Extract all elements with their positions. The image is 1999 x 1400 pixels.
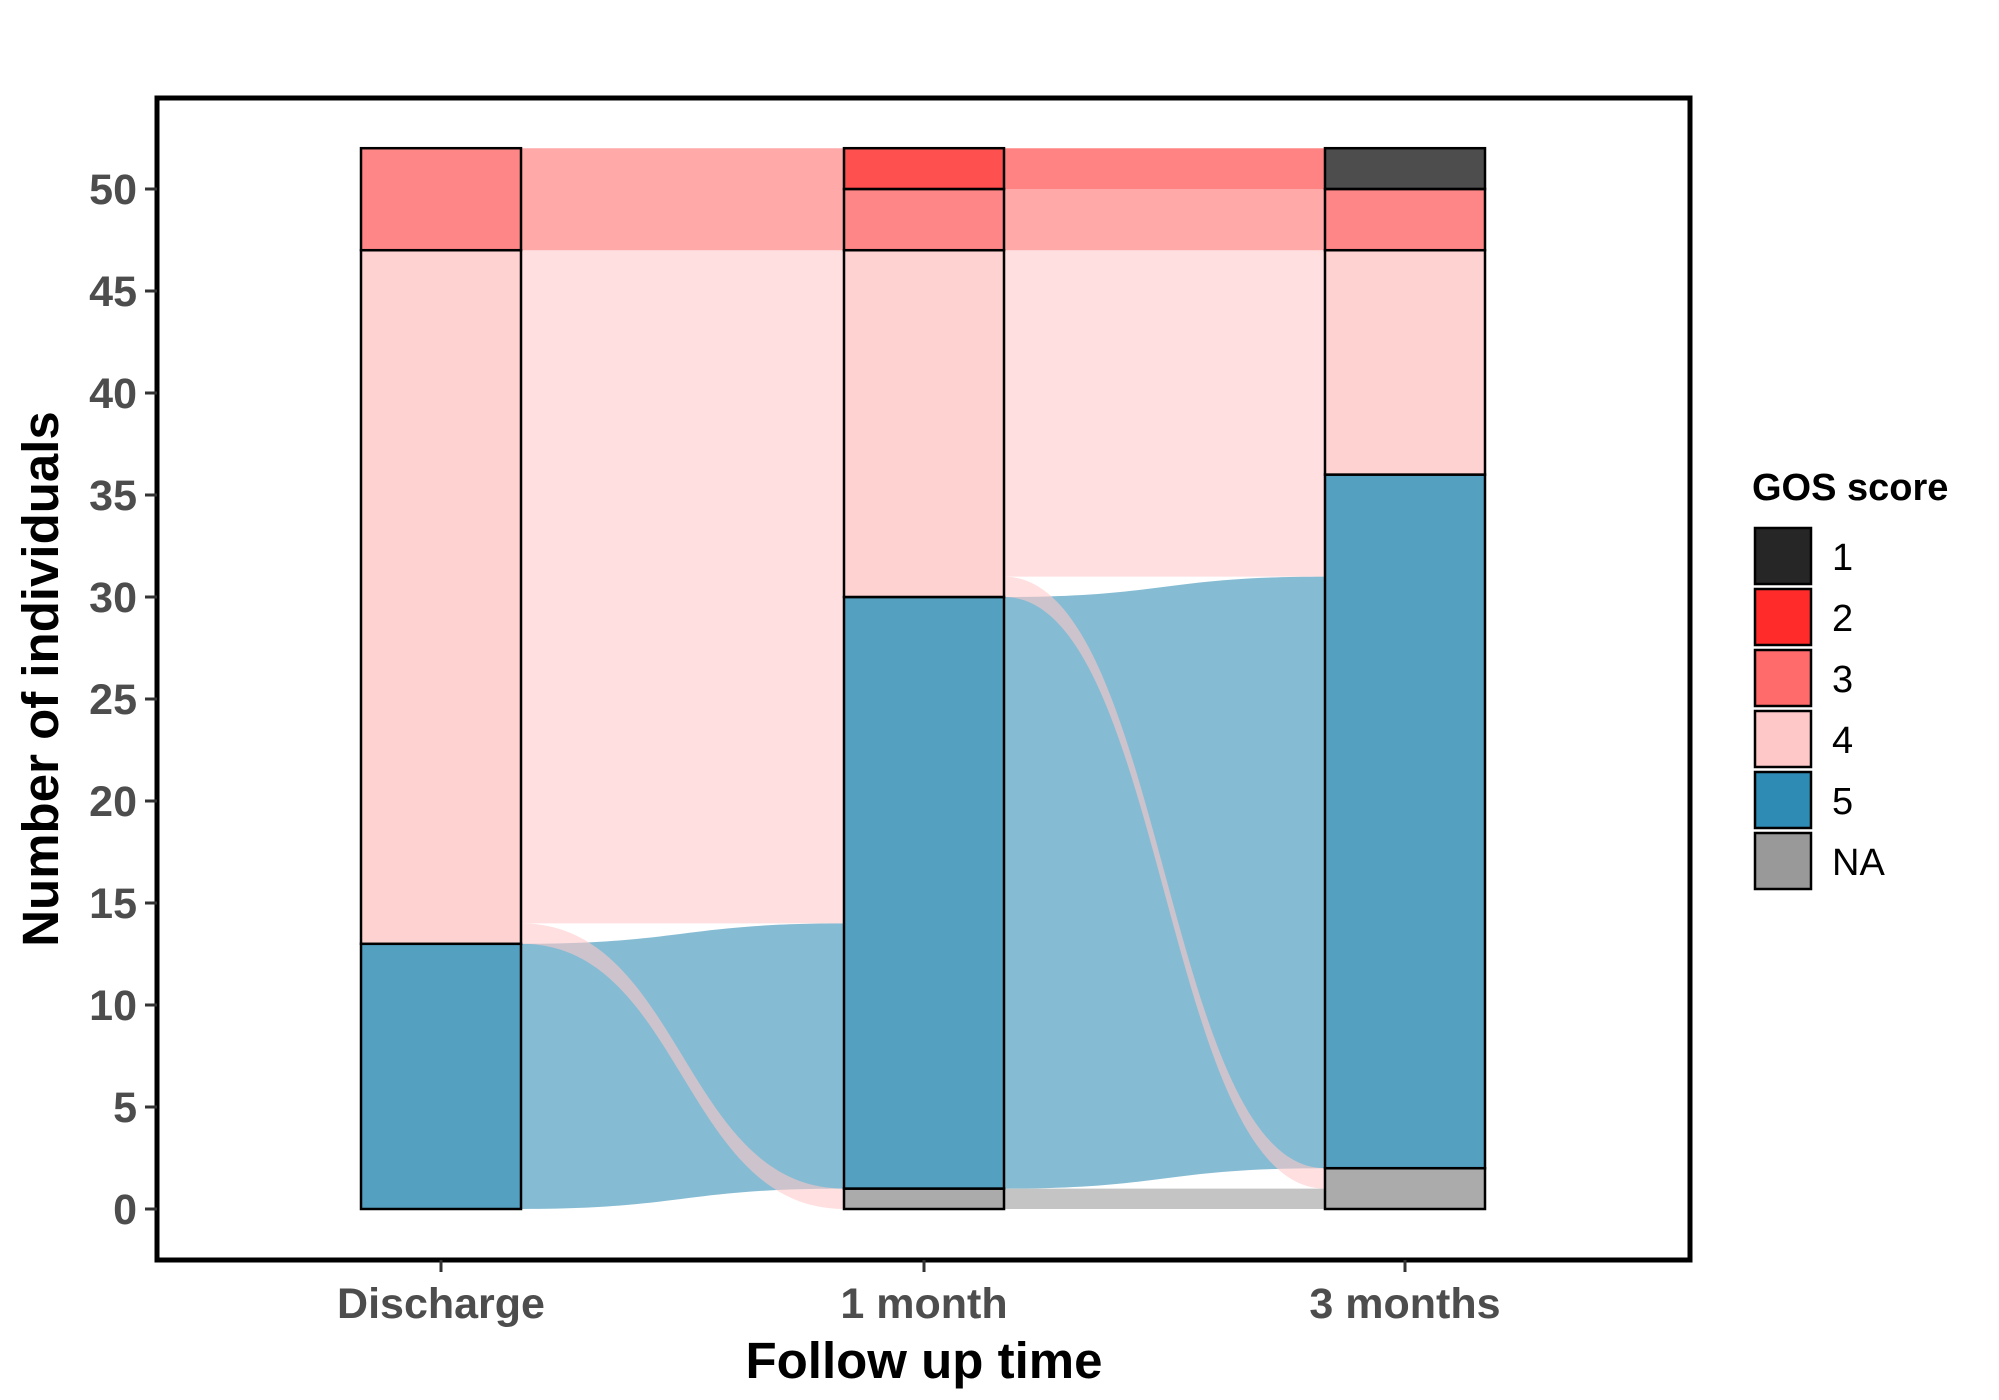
stratum-4 [1323,248,1487,476]
y-tick-label: 50 [89,166,137,214]
legend-label-NA: NA [1832,842,1885,884]
x-axis: Discharge 1 month 3 months [337,1260,1501,1328]
y-tick-label: 0 [113,1186,137,1234]
legend-key-3 [1753,648,1813,708]
flow-3 [1004,189,1325,251]
stratum-NA [1323,1166,1487,1211]
y-tick-label: 15 [89,880,137,928]
legend-label-5: 5 [1832,781,1853,823]
stacks-layer [359,146,1487,1211]
stratum-3 [359,146,523,252]
flow-3 [521,148,844,251]
stratum-3 [1323,187,1487,252]
y-tick-label: 45 [89,268,137,316]
legend-key-1 [1753,526,1813,586]
stratum-4 [842,248,1006,599]
legend-key-2 [1753,587,1813,647]
stratum-5 [359,942,523,1211]
x-tick-label: Discharge [337,1280,545,1328]
y-axis: 0 5 10 15 20 25 30 35 40 45 50 [89,166,157,1234]
legend-label-3: 3 [1832,659,1853,701]
stratum-NA [842,1187,1006,1211]
y-tick-label: 40 [89,370,137,418]
stratum-2 [842,146,1006,191]
stratum-4 [359,248,523,946]
y-tick-label: 20 [89,778,137,826]
legend: GOS score 1 2 3 4 5 NA [1752,467,1948,891]
y-tick-label: 5 [113,1084,137,1132]
flows-layer [521,148,1325,1209]
legend-label-2: 2 [1832,598,1853,640]
x-tick-label: 3 months [1309,1280,1500,1328]
stratum-5 [842,595,1006,1190]
flow-4 [521,923,844,1209]
y-tick-label: 10 [89,982,137,1030]
stratum-3 [842,187,1006,252]
legend-label-1: 1 [1832,537,1853,579]
legend-title: GOS score [1752,467,1948,509]
y-axis-title: Number of individuals [12,411,69,947]
legend-key-4 [1753,709,1813,769]
flow-NA [1004,1188,1325,1209]
legend-label-4: 4 [1832,720,1853,762]
flow-4 [1004,250,1325,577]
stratum-1 [1323,146,1487,191]
flow-4 [521,250,844,924]
legend-key-NA [1753,831,1813,891]
flow-4 [1004,576,1325,1189]
x-axis-title: Follow up time [746,1332,1103,1389]
stratum-5 [1323,473,1487,1170]
legend-key-5 [1753,770,1813,830]
flow-2 [1004,148,1325,189]
y-tick-label: 25 [89,676,137,724]
y-tick-label: 35 [89,472,137,520]
x-tick-label: 1 month [840,1280,1007,1328]
y-tick-label: 30 [89,574,137,622]
